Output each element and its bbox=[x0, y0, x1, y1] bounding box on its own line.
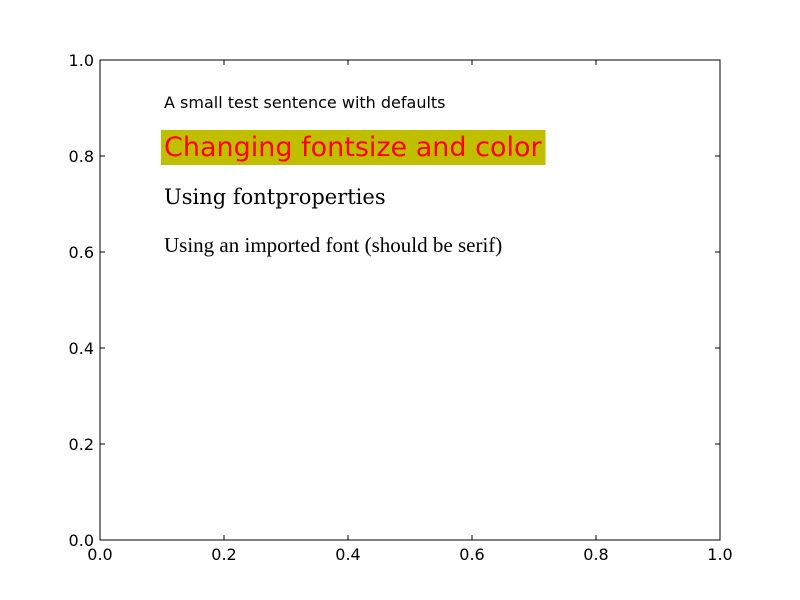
x-tick-label: 0.0 bbox=[87, 545, 112, 564]
y-tick-label: 0.8 bbox=[69, 147, 94, 166]
ticks-layer: 0.0 0.2 0.4 0.6 0.8 1.0 0.0 0.2 0.4 0.6 0.8 1.0 bbox=[69, 51, 733, 564]
x-tick-label: 0.4 bbox=[335, 545, 360, 564]
annotation-text: Using fontproperties bbox=[164, 185, 386, 209]
y-tick-label: 0.0 bbox=[69, 531, 94, 550]
x-tick-label: 1.0 bbox=[707, 545, 732, 564]
y-tick-label: 1.0 bbox=[69, 51, 94, 70]
y-tick-label: 0.6 bbox=[69, 243, 94, 262]
axes-frame bbox=[99, 59, 721, 541]
annotation-text: Using an imported font (should be serif) bbox=[164, 233, 502, 257]
annotation-text: Changing fontsize and color bbox=[164, 132, 543, 163]
y-tick-label: 0.4 bbox=[69, 339, 94, 358]
annotation-text: A small test sentence with defaults bbox=[164, 93, 446, 112]
x-tick-label: 0.6 bbox=[459, 545, 484, 564]
x-tick-label: 0.8 bbox=[583, 545, 608, 564]
y-tick-label: 0.2 bbox=[69, 435, 94, 454]
annotation-background-box bbox=[161, 130, 546, 165]
x-tick-label: 0.2 bbox=[211, 545, 236, 564]
annotations-layer: A small test sentence with defaults Chang… bbox=[161, 93, 546, 257]
